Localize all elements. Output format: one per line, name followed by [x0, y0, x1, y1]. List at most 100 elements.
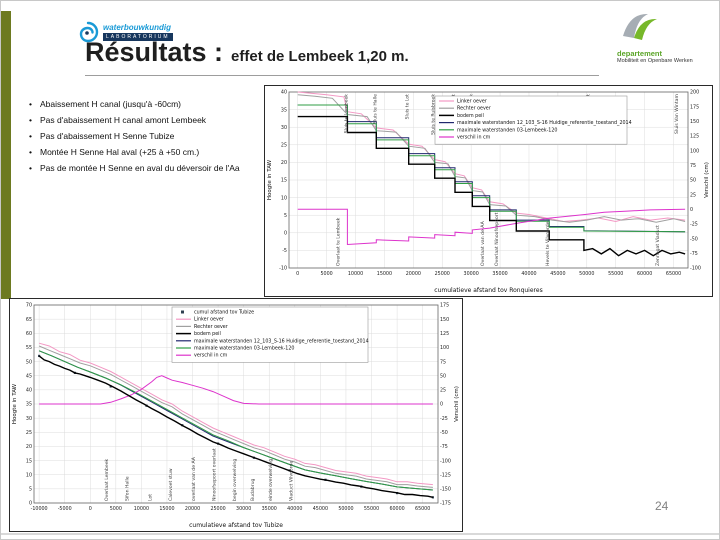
svg-text:-125: -125	[440, 472, 451, 478]
svg-text:Sluis te Halle: Sluis te Halle	[372, 94, 378, 124]
svg-text:5: 5	[29, 487, 32, 493]
svg-text:Sluis te Lembeek: Sluis te Lembeek	[343, 94, 349, 134]
svg-text:75: 75	[690, 163, 696, 169]
svg-text:Calevoet stuw: Calevoet stuw	[168, 468, 174, 501]
svg-text:45000: 45000	[313, 506, 328, 512]
svg-text:Sluis Van Wintam: Sluis Van Wintam	[674, 93, 680, 133]
svg-text:25: 25	[440, 388, 446, 394]
svg-text:15000: 15000	[377, 271, 392, 277]
svg-text:10000: 10000	[134, 506, 149, 512]
svg-text:50: 50	[440, 373, 446, 379]
svg-text:100: 100	[690, 148, 699, 154]
svg-text:5000: 5000	[320, 271, 332, 277]
svg-text:-75: -75	[440, 444, 448, 450]
svg-text:Linker oever: Linker oever	[457, 99, 487, 105]
svg-text:bodem peil: bodem peil	[457, 113, 484, 119]
svg-text:-75: -75	[690, 251, 698, 257]
svg-text:175: 175	[690, 104, 699, 110]
svg-text:0: 0	[29, 501, 32, 507]
departement-logo-subtext: Mobiliteit en Openbare Werken	[617, 58, 693, 64]
svg-text:100: 100	[440, 345, 449, 351]
svg-text:60000: 60000	[389, 506, 404, 512]
svg-text:verschil in cm: verschil in cm	[194, 353, 228, 359]
svg-text:75: 75	[440, 359, 446, 365]
footer-divider	[1, 533, 719, 535]
svg-text:20: 20	[281, 160, 287, 166]
svg-text:30: 30	[26, 416, 32, 422]
svg-text:5: 5	[284, 213, 287, 219]
svg-text:125: 125	[690, 134, 699, 140]
svg-text:Sluis te Lot: Sluis te Lot	[405, 94, 411, 120]
svg-text:0: 0	[89, 506, 92, 512]
svg-text:Hoogte in TAW: Hoogte in TAW	[267, 159, 273, 200]
svg-text:45000: 45000	[550, 271, 565, 277]
svg-text:Hevels te Vilvoorde: Hevels te Vilvoorde	[545, 221, 551, 266]
svg-text:Zennegat Viaduct: Zennegat Viaduct	[655, 225, 661, 266]
svg-text:Rechter oever: Rechter oever	[194, 324, 228, 330]
svg-text:60000: 60000	[637, 271, 652, 277]
svg-text:maximale waterstanden 12_103_S: maximale waterstanden 12_103_S-16 Huidig…	[457, 120, 632, 126]
departement-logo-icon	[623, 13, 657, 40]
svg-text:10: 10	[26, 472, 32, 478]
svg-text:20000: 20000	[406, 271, 421, 277]
svg-text:15: 15	[281, 178, 287, 184]
canal-chart: 0 5000 10000 15000 20000 25000 30000 35000 40000…	[265, 86, 710, 294]
svg-text:Overlaat te Lembeek: Overlaat te Lembeek	[335, 217, 341, 266]
svg-text:-50: -50	[690, 236, 698, 242]
svg-text:maximale waterstanden 12_103_S: maximale waterstanden 12_103_S-16 Huidig…	[194, 338, 369, 344]
svg-text:60: 60	[26, 331, 32, 337]
svg-text:150: 150	[440, 317, 449, 323]
svg-text:Verschil (cm): Verschil (cm)	[704, 162, 710, 198]
svg-text:65000: 65000	[415, 506, 430, 512]
svg-text:Overlaat Lembeek: Overlaat Lembeek	[104, 458, 110, 501]
svg-text:-50: -50	[440, 430, 448, 436]
svg-text:Lot: Lot	[148, 494, 154, 501]
bullet-item: Abaissement H canal (jusqu'à -60cm)	[29, 99, 267, 110]
svg-text:65000: 65000	[666, 271, 681, 277]
svg-text:Overlaat van de AA: Overlaat van de AA	[480, 220, 486, 266]
svg-text:25000: 25000	[210, 506, 225, 512]
svg-text:Overlaat Ninoofsepoort: Overlaat Ninoofsepoort	[494, 212, 500, 266]
svg-text:50: 50	[26, 359, 32, 365]
svg-text:55000: 55000	[608, 271, 623, 277]
svg-text:125: 125	[440, 331, 449, 337]
svg-text:50000: 50000	[338, 506, 353, 512]
svg-text:35000: 35000	[492, 271, 507, 277]
svg-text:15: 15	[26, 458, 32, 464]
svg-text:35000: 35000	[262, 506, 277, 512]
svg-text:55000: 55000	[364, 506, 379, 512]
svg-text:50: 50	[690, 178, 696, 184]
svg-text:0: 0	[284, 231, 287, 237]
svg-text:30000: 30000	[464, 271, 479, 277]
svg-text:Sifon Halle: Sifon Halle	[125, 476, 131, 501]
svg-text:bodem peil: bodem peil	[194, 331, 221, 337]
svg-text:10000: 10000	[348, 271, 363, 277]
svg-text:begin overwelving: begin overwelving	[232, 459, 238, 501]
svg-text:20: 20	[26, 444, 32, 450]
svg-text:40: 40	[26, 388, 32, 394]
svg-text:Rechter oever: Rechter oever	[457, 106, 491, 112]
svg-text:-10000: -10000	[31, 506, 48, 512]
senne-chart: -10000 -5000 0 5000 10000 15000 20000 25000 3000…	[10, 299, 460, 529]
svg-text:-10: -10	[279, 266, 287, 272]
svg-text:0: 0	[690, 207, 693, 213]
svg-text:45: 45	[26, 373, 32, 379]
svg-text:20000: 20000	[185, 506, 200, 512]
svg-text:overlaat van de AA: overlaat van de AA	[191, 456, 197, 501]
svg-text:Viaduct Vilvoorde: Viaduct Vilvoorde	[288, 461, 294, 501]
svg-text:cumul afstand tov Tubize: cumul afstand tov Tubize	[194, 310, 254, 316]
svg-text:35: 35	[281, 107, 287, 113]
svg-text:-150: -150	[440, 487, 451, 493]
svg-text:40000: 40000	[521, 271, 536, 277]
bullet-item: Pas de montée H Senne en aval du déverso…	[29, 163, 267, 174]
svg-text:0: 0	[440, 402, 443, 408]
svg-text:10: 10	[281, 195, 287, 201]
page-subtitle: effet de Lembeek 1,20 m.	[231, 48, 409, 65]
svg-text:-5: -5	[282, 248, 287, 254]
svg-text:50000: 50000	[579, 271, 594, 277]
page-number: 24	[655, 499, 669, 513]
svg-text:25: 25	[26, 430, 32, 436]
svg-text:40000: 40000	[287, 506, 302, 512]
svg-text:35: 35	[26, 402, 32, 408]
waterbouwkundig-logo-text: waterbouwkundig	[103, 23, 171, 32]
